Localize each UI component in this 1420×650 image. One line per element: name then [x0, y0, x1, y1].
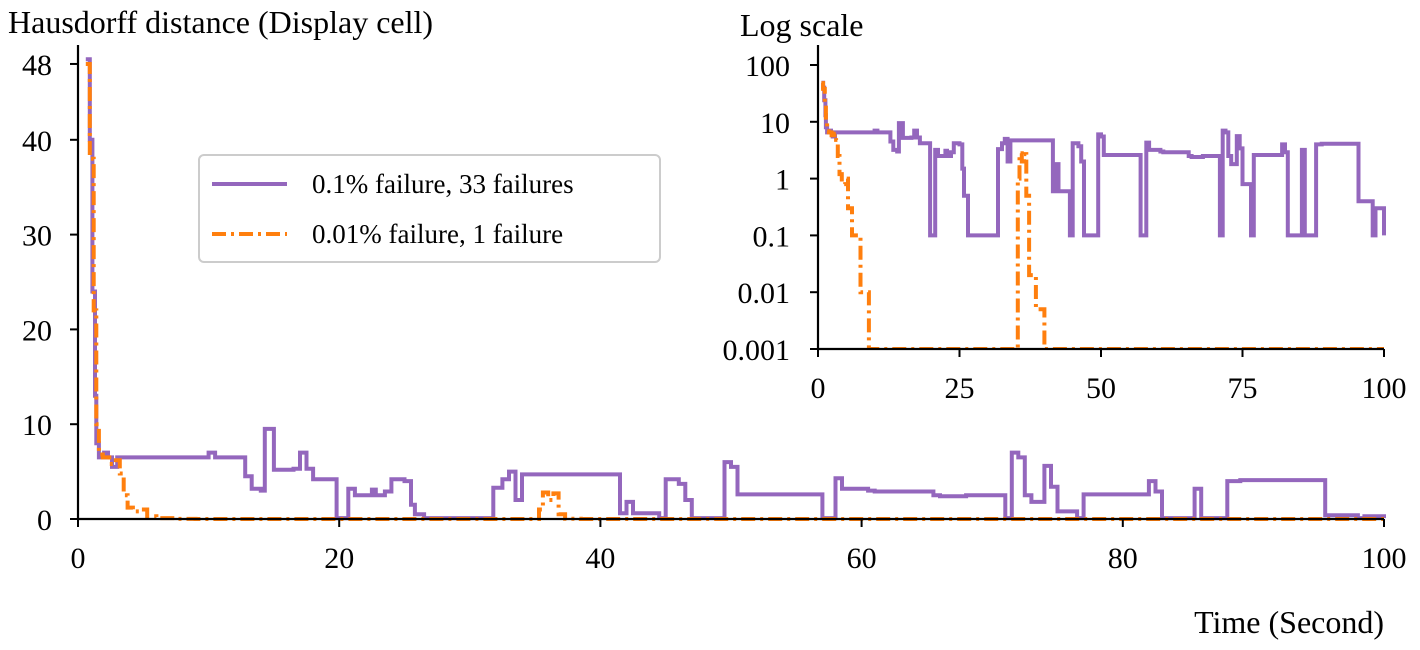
legend-label-2: 0.01% failure, 1 failure [312, 219, 563, 249]
inset-x-tick-label: 100 [1362, 372, 1407, 405]
y-tick-label: 20 [22, 314, 52, 347]
inset-y-tick-label: 100 [745, 50, 790, 83]
inset-y-tick-label: 0.01 [738, 277, 791, 310]
inset-x-tick-label: 25 [945, 372, 975, 405]
y-tick-label: 48 [22, 49, 52, 82]
inset-x-tick-label: 0 [811, 372, 826, 405]
inset-y-tick-label: 0.001 [723, 334, 791, 367]
y-tick-label: 40 [22, 125, 52, 158]
x-tick-label: 80 [1108, 542, 1138, 575]
inset-x-tick-label: 75 [1228, 372, 1258, 405]
x-axis-title: Time (Second) [1194, 604, 1384, 640]
inset-background [708, 45, 1394, 404]
inset-title: Log scale [740, 7, 864, 43]
y-tick-label: 0 [37, 504, 52, 537]
inset-plot: 0 25 50 75 100 0.001 0.01 0.1 1 10 100 Log scale [708, 7, 1407, 405]
inset-x-tick-label: 50 [1086, 372, 1116, 405]
legend-label-1: 0.1% failure, 33 failures [312, 169, 574, 199]
x-tick-label: 100 [1362, 542, 1407, 575]
series-line-1 [85, 57, 1386, 521]
inset-y-tick-label: 0.1 [753, 220, 791, 253]
inset-y-tick-label: 1 [775, 164, 790, 197]
inset-series-line-1 [821, 80, 1386, 238]
inset-series-group [821, 80, 1386, 349]
x-tick-label: 20 [324, 542, 354, 575]
inset-series-line-2 [821, 81, 1384, 349]
legend-box [198, 154, 661, 263]
x-tick-label: 0 [71, 542, 86, 575]
legend: 0.1% failure, 33 failures 0.01% failure, … [198, 154, 661, 263]
x-tick-label: 60 [847, 542, 877, 575]
y-axis-title: Hausdorff distance (Display cell) [8, 4, 433, 40]
y-tick-label: 10 [22, 409, 52, 442]
y-tick-label: 30 [22, 220, 52, 253]
series-line-2 [85, 62, 1384, 521]
x-tick-label: 40 [585, 542, 615, 575]
inset-y-tick-label: 10 [760, 107, 790, 140]
